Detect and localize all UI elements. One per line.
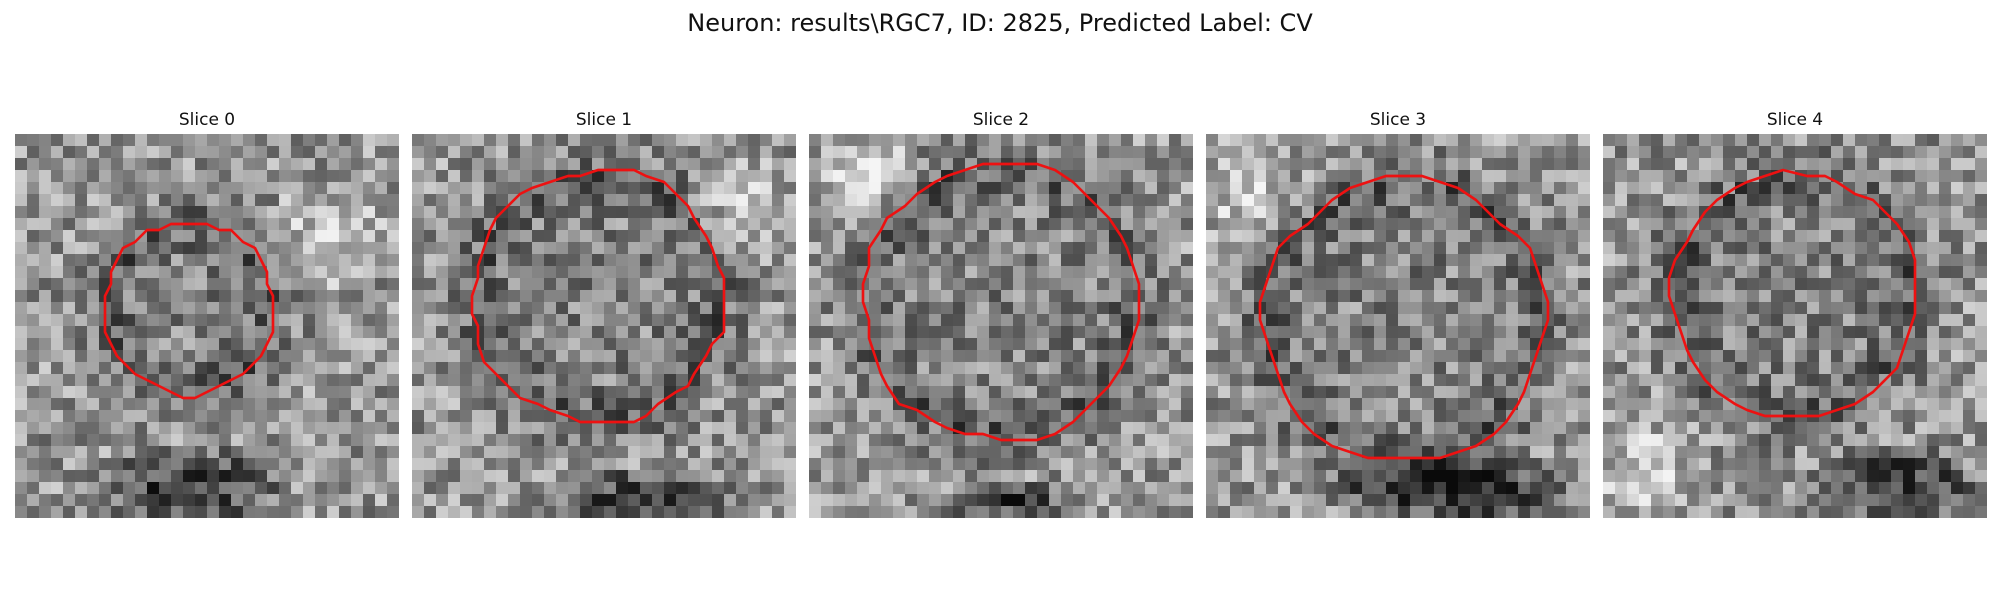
roi-contour	[861, 162, 1141, 442]
pixel-grid	[1206, 134, 1590, 518]
slice-image-1	[412, 134, 796, 518]
slice-image-0	[15, 134, 399, 518]
slice-image-2	[809, 134, 1193, 518]
slice-panel-2: Slice 2	[809, 108, 1193, 518]
roi-contour	[1667, 168, 1917, 418]
slice-title-4: Slice 4	[1766, 110, 1824, 130]
slice-title-3: Slice 3	[1369, 110, 1427, 130]
slice-image-3	[1206, 134, 1590, 518]
pixel-grid	[809, 134, 1193, 518]
figure-title: Neuron: results\RGC7, ID: 2825, Predicte…	[687, 9, 1313, 37]
roi-contour	[103, 222, 275, 400]
slice-panel-4: Slice 4	[1603, 108, 1987, 518]
slice-panel-1: Slice 1	[412, 108, 796, 518]
roi-contour	[470, 168, 726, 424]
pixel-grid	[1603, 134, 1987, 518]
slice-title-1: Slice 1	[575, 110, 633, 130]
slice-image-4	[1603, 134, 1987, 518]
slice-panel-3: Slice 3	[1206, 108, 1590, 518]
pixel-grid	[15, 134, 399, 518]
slice-title-0: Slice 0	[178, 110, 236, 130]
slice-title-2: Slice 2	[972, 110, 1030, 130]
roi-contour	[1258, 174, 1550, 460]
pixel-grid	[412, 134, 796, 518]
slice-panel-0: Slice 0	[15, 108, 399, 518]
